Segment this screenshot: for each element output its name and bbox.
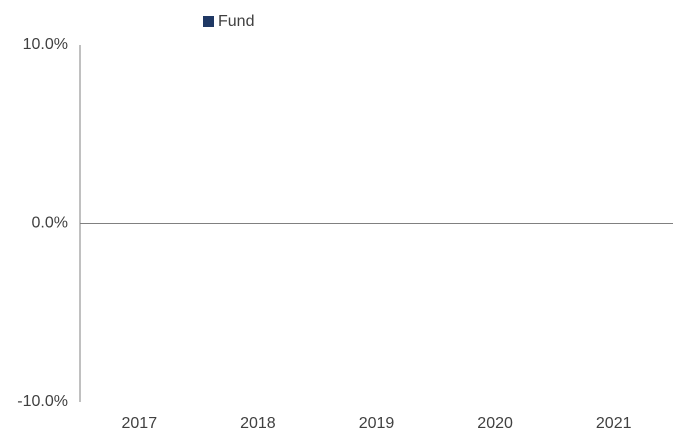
x-tick-label: 2017	[122, 415, 158, 430]
x-tick-label: 2019	[359, 415, 395, 430]
legend-label: Fund	[218, 13, 254, 30]
x-tick-label: 2020	[477, 415, 513, 430]
legend-swatch	[203, 16, 214, 27]
x-tick-label: 2018	[240, 415, 276, 430]
y-tick-label: 0.0%	[32, 215, 68, 232]
x-tick-label: 2021	[596, 415, 632, 430]
y-tick-label: 10.0%	[23, 36, 68, 53]
y-tick-label: -10.0%	[17, 393, 68, 410]
